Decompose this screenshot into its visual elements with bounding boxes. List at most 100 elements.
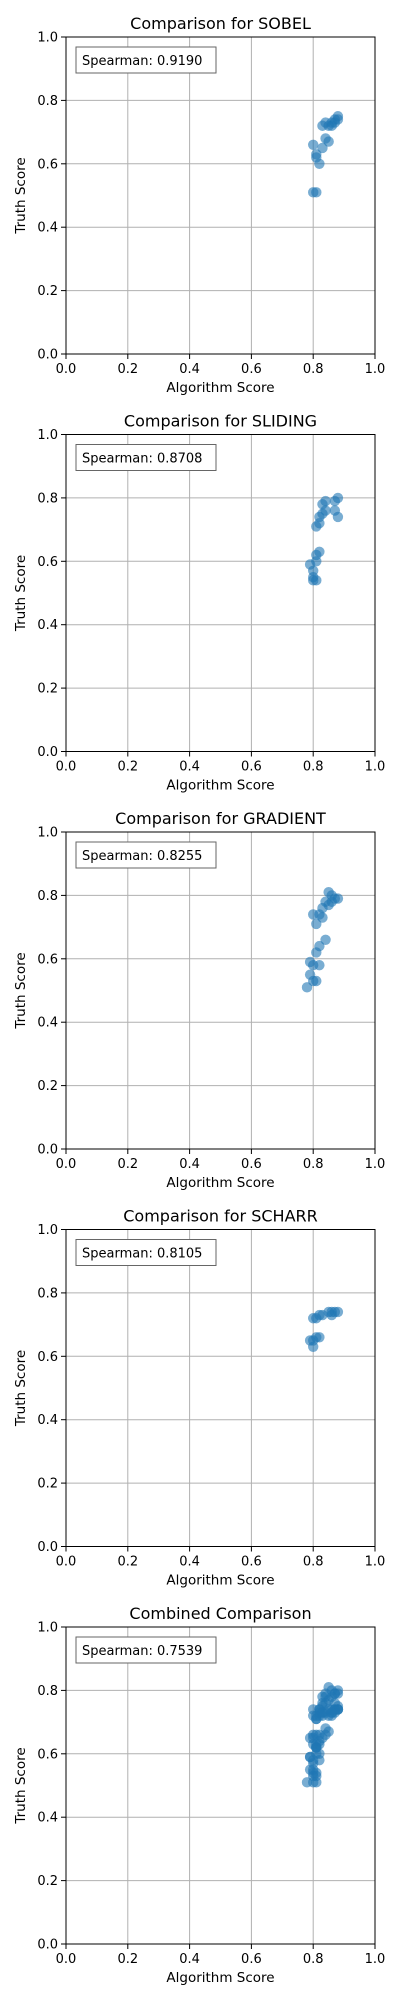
chart-title: Comparison for GRADIENT xyxy=(115,809,326,828)
data-point xyxy=(308,139,319,150)
spearman-annotation: Spearman: 0.8255 xyxy=(75,841,217,869)
chart-title: Comparison for SOBEL xyxy=(130,14,311,33)
x-tick-label: 0.0 xyxy=(56,362,77,377)
plot-area xyxy=(66,832,375,1149)
y-tick-label: 0.6 xyxy=(37,157,58,172)
plot-area xyxy=(66,1229,375,1547)
x-tick-label: 0.6 xyxy=(241,760,262,775)
x-tick-label: 0.2 xyxy=(117,1157,138,1172)
data-point xyxy=(314,1729,325,1740)
y-tick-label: 0.6 xyxy=(37,952,58,967)
y-tick-label: 0.4 xyxy=(37,221,58,236)
data-point xyxy=(314,158,325,169)
axes-frame xyxy=(65,434,376,752)
y-tick-label: 0.8 xyxy=(37,1684,58,1699)
y-tick-label: 0.8 xyxy=(37,1286,58,1301)
chart-title: Combined Comparison xyxy=(129,1604,311,1623)
y-tick-label: 0.0 xyxy=(37,348,58,363)
axes-frame xyxy=(65,36,376,355)
y-axis-label: Truth Score xyxy=(13,1747,29,1824)
data-point xyxy=(304,956,316,968)
y-tick-label: 0.6 xyxy=(37,1747,58,1762)
data-point xyxy=(332,511,344,523)
y-tick-label: 0.2 xyxy=(37,1079,58,1094)
data-point xyxy=(308,187,319,198)
x-axis-label: Algorithm Score xyxy=(166,1970,274,1986)
y-tick-label: 0.4 xyxy=(37,1016,58,1031)
spearman-annotation: Spearman: 0.7539 xyxy=(75,1636,217,1664)
x-tick-label: 1.0 xyxy=(365,1555,386,1570)
annotation-box xyxy=(75,841,217,869)
scatter-panel-3: 0.0 0.2 0.4 0.6 0.8 1.0 0.0 0.2 0.4 0.6 0.8 1.0 Comp… xyxy=(13,809,385,1191)
y-tick-label: 0.8 xyxy=(37,491,58,506)
x-tick-label: 0.4 xyxy=(179,1555,200,1570)
y-tick-label: 0.0 xyxy=(37,745,58,760)
y-tick-label: 0.2 xyxy=(37,682,58,697)
data-point xyxy=(320,495,331,507)
data-point xyxy=(314,1754,325,1766)
data-point xyxy=(311,575,322,586)
data-point xyxy=(314,1332,325,1343)
y-tick-label: 0.0 xyxy=(37,1540,58,1555)
x-tick-label: 0.4 xyxy=(179,760,200,775)
annotation-box xyxy=(75,1239,217,1266)
y-tick-label: 0.4 xyxy=(37,1413,58,1428)
x-tick-label: 1.0 xyxy=(365,1952,386,1967)
data-point xyxy=(314,959,325,971)
x-axis-label: Algorithm Score xyxy=(166,778,274,794)
x-tick-label: 0.6 xyxy=(241,1157,262,1172)
y-tick-label: 1.0 xyxy=(37,31,58,46)
scatter-panel-5: 0.0 0.2 0.4 0.6 0.8 1.0 0.0 0.2 0.4 0.6 0.8 1.0 Comb… xyxy=(13,1604,385,1986)
x-tick-label: 0.0 xyxy=(56,760,77,775)
x-tick-label: 0.2 xyxy=(117,1952,138,1967)
annotation-text: Spearman: 0.9190 xyxy=(82,54,202,69)
y-tick-label: 0.2 xyxy=(37,1477,58,1492)
y-tick-label: 0.6 xyxy=(37,555,58,570)
y-axis-label: Truth Score xyxy=(13,1350,29,1427)
data-point xyxy=(304,1764,316,1775)
x-tick-label: 0.6 xyxy=(241,362,262,377)
annotation-text: Spearman: 0.8255 xyxy=(82,849,202,864)
y-tick-label: 0.4 xyxy=(37,618,58,633)
x-tick-label: 0.2 xyxy=(117,1555,138,1570)
data-point xyxy=(317,912,328,923)
x-tick-label: 0.8 xyxy=(303,760,324,775)
y-tick-label: 0.0 xyxy=(37,1938,58,1953)
x-axis-label: Algorithm Score xyxy=(166,1573,274,1589)
annotation-text: Spearman: 0.8105 xyxy=(82,1247,202,1262)
y-tick-label: 0.2 xyxy=(37,1874,58,1889)
y-tick-label: 1.0 xyxy=(37,1223,58,1238)
x-axis-label: Algorithm Score xyxy=(166,1175,274,1191)
y-tick-label: 1.0 xyxy=(37,826,58,841)
x-tick-label: 0.0 xyxy=(56,1157,77,1172)
x-tick-label: 1.0 xyxy=(365,362,386,377)
axes-frame xyxy=(65,831,376,1150)
data-point xyxy=(326,1707,337,1718)
x-tick-label: 1.0 xyxy=(365,1157,386,1172)
x-tick-label: 0.4 xyxy=(179,1952,200,1967)
y-tick-label: 1.0 xyxy=(37,428,58,443)
data-point xyxy=(308,1341,319,1352)
annotation-box xyxy=(75,46,217,74)
data-point xyxy=(308,1739,319,1750)
data-point xyxy=(332,492,344,504)
x-tick-label: 0.4 xyxy=(179,1157,200,1172)
axes-frame xyxy=(65,1626,376,1945)
axes-frame xyxy=(65,1229,376,1547)
data-point xyxy=(326,120,337,131)
data-point xyxy=(326,1309,337,1321)
annotation-text: Spearman: 0.8708 xyxy=(82,452,202,467)
x-tick-label: 0.6 xyxy=(241,1555,262,1570)
y-axis-label: Truth Score xyxy=(13,555,29,632)
plot-area xyxy=(66,1627,375,1944)
x-tick-label: 0.0 xyxy=(56,1952,77,1967)
annotation-box xyxy=(75,444,217,471)
annotation-box xyxy=(75,1636,217,1664)
scatter-panel-1: 0.0 0.2 0.4 0.6 0.8 1.0 0.0 0.2 0.4 0.6 0.8 1.0 Comp… xyxy=(13,14,385,396)
plot-area xyxy=(66,37,375,354)
chart-title: Comparison for SLIDING xyxy=(124,412,317,431)
x-tick-label: 0.8 xyxy=(303,1952,324,1967)
y-tick-label: 0.8 xyxy=(37,889,58,904)
x-tick-label: 0.2 xyxy=(117,362,138,377)
